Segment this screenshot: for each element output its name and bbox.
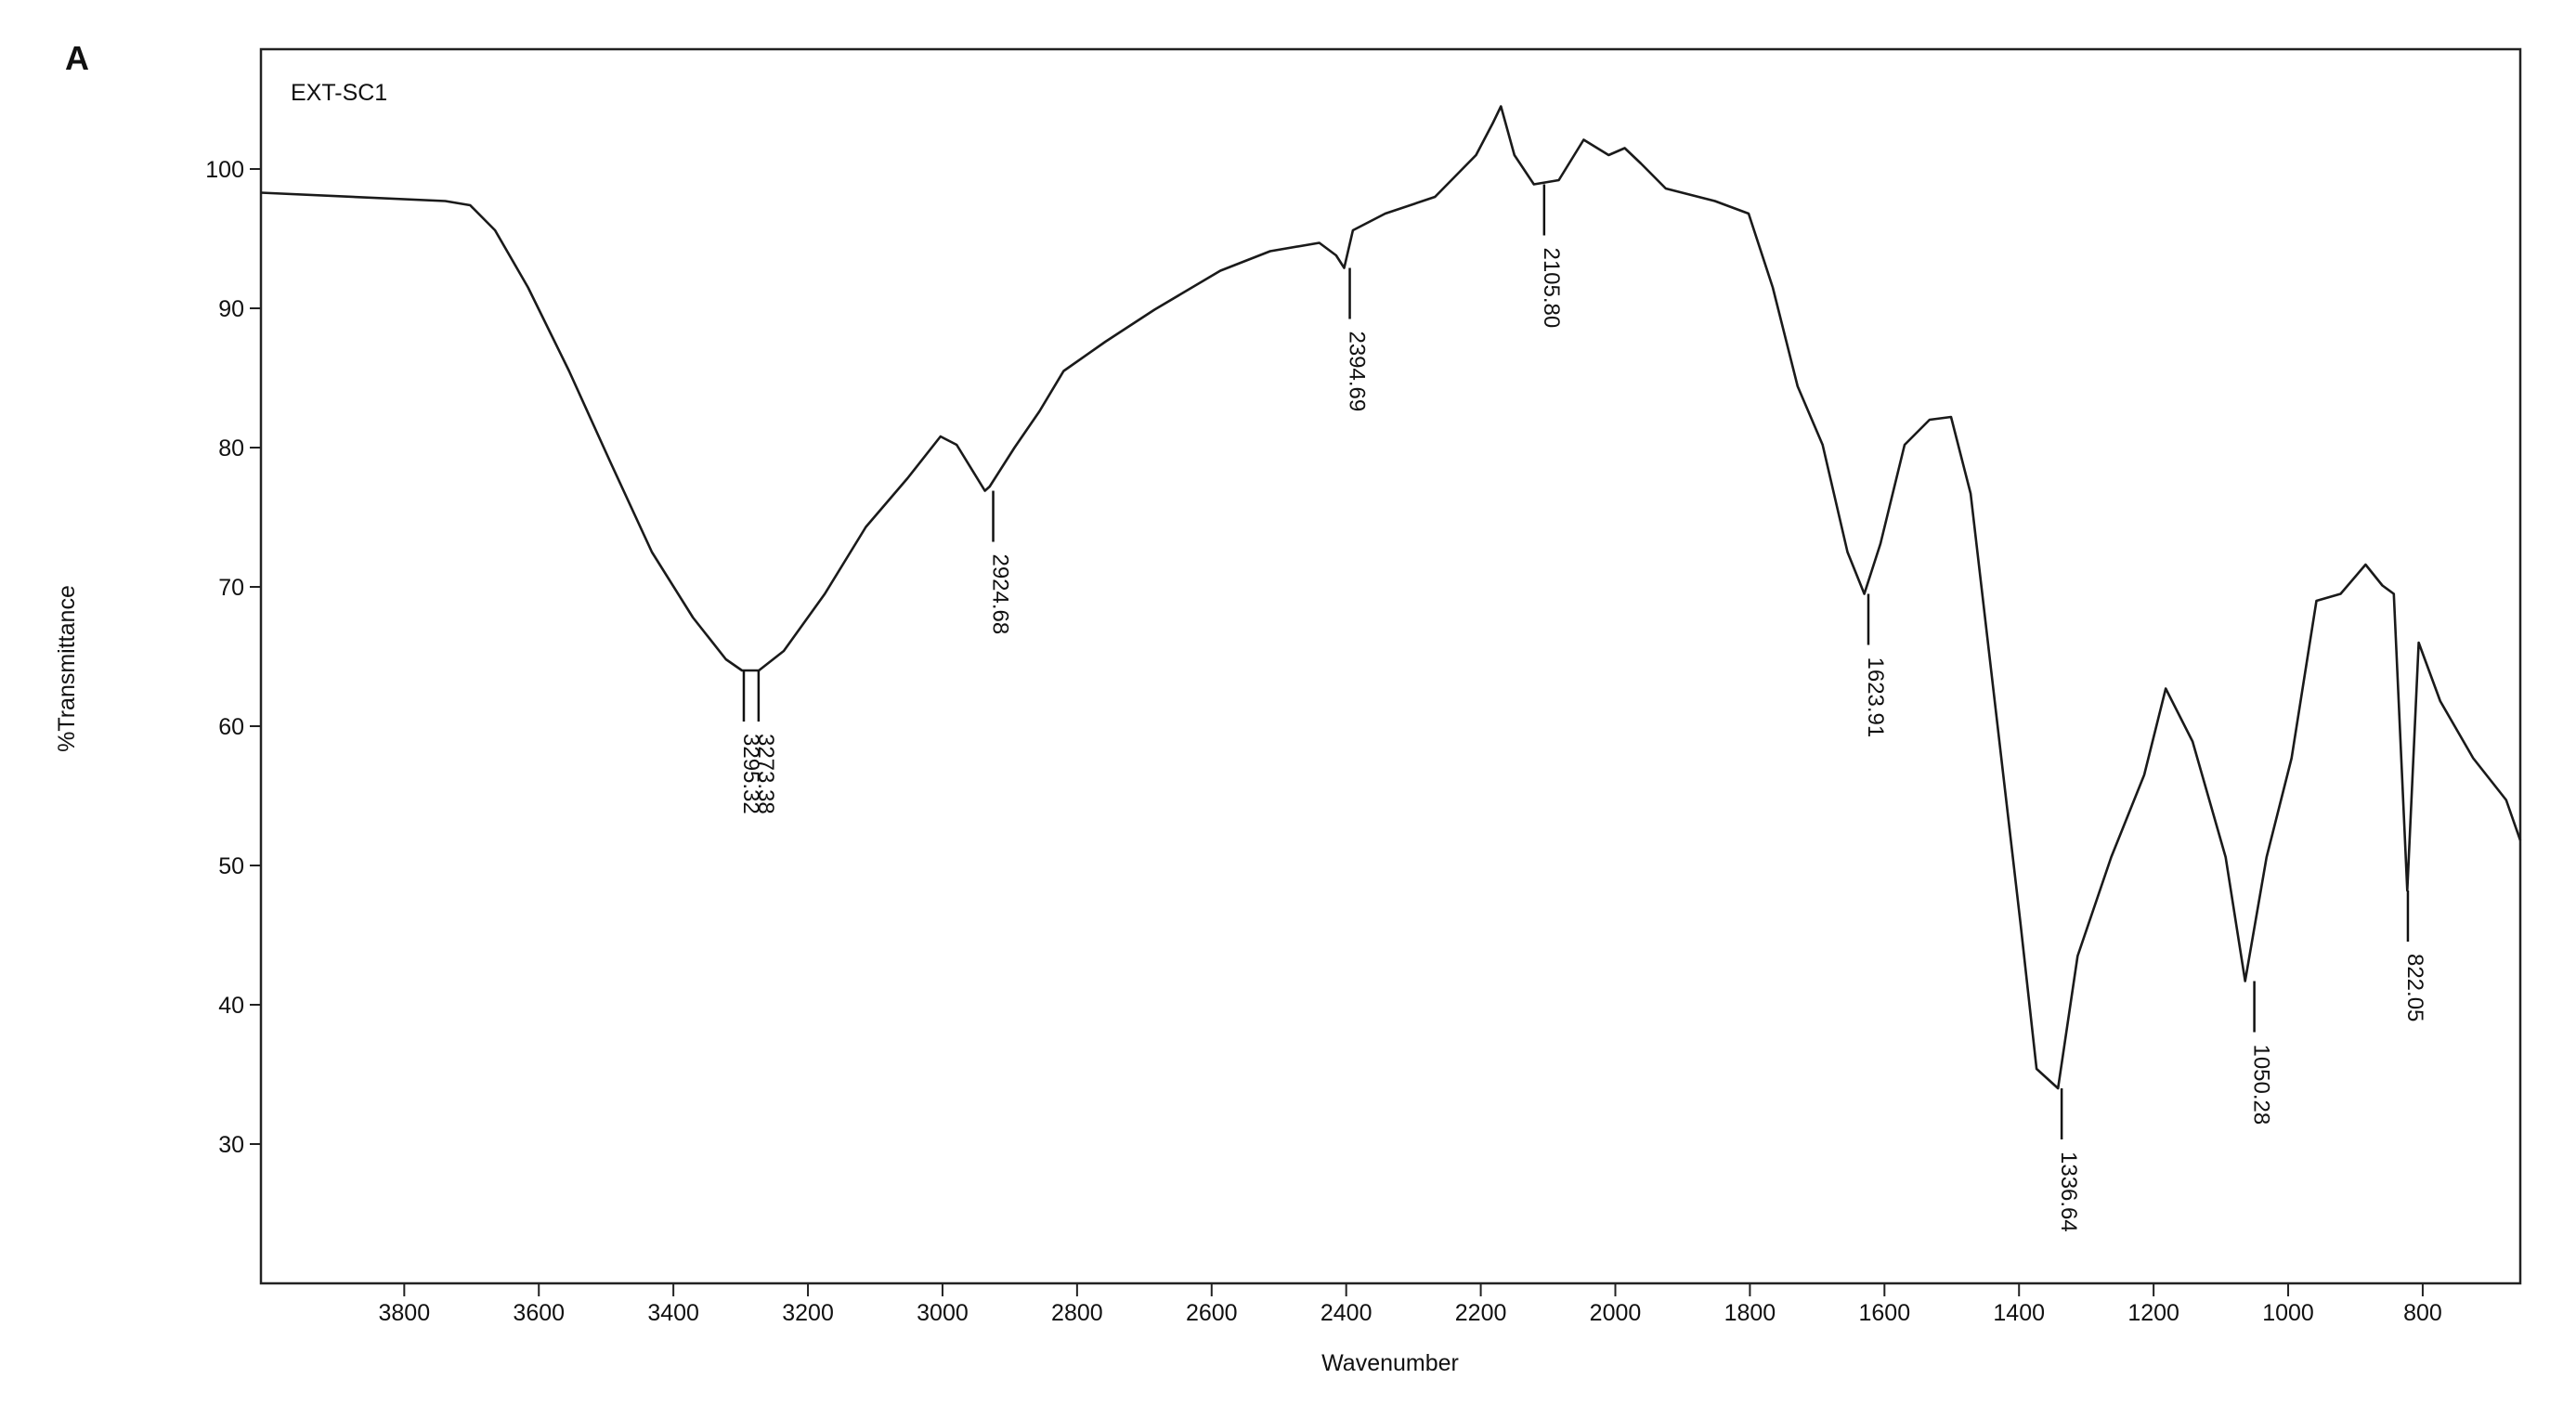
peak-label: 822.05 bbox=[2402, 954, 2427, 1021]
plot-frame bbox=[259, 47, 2522, 1285]
x-tick-label: 800 bbox=[2403, 1300, 2442, 1326]
x-tick-label: 3200 bbox=[782, 1300, 834, 1326]
x-tick-label: 2200 bbox=[1455, 1300, 1507, 1326]
x-axis-label: Wavenumber bbox=[1321, 1350, 1459, 1376]
y-tick-label: 80 bbox=[218, 436, 244, 462]
panel-label: A bbox=[65, 39, 89, 77]
x-tick-label: 2000 bbox=[1590, 1300, 1642, 1326]
peak-label: 2924.68 bbox=[988, 554, 1013, 635]
x-tick-label: 1400 bbox=[1993, 1300, 2045, 1326]
x-tick-label: 3000 bbox=[917, 1300, 969, 1326]
peak-label: 2105.80 bbox=[1539, 248, 1564, 329]
x-tick-label: 3400 bbox=[647, 1300, 699, 1326]
peak-label: 1050.28 bbox=[2249, 1045, 2274, 1125]
y-tick-label: 90 bbox=[218, 296, 244, 322]
y-tick-label: 100 bbox=[205, 157, 244, 183]
y-axis-label: %Transmittance bbox=[54, 585, 80, 752]
y-tick-label: 40 bbox=[218, 993, 244, 1019]
x-tick-label: 1200 bbox=[2127, 1300, 2179, 1326]
peak-label: 3273.38 bbox=[753, 734, 778, 814]
x-tick-label: 2800 bbox=[1051, 1300, 1103, 1326]
x-tick-label: 1000 bbox=[2262, 1300, 2314, 1326]
peak-label: 3295.32 bbox=[738, 734, 763, 814]
spectrum-line bbox=[260, 105, 2522, 1090]
y-tick-label: 60 bbox=[218, 714, 244, 740]
peak-label: 2394.69 bbox=[1345, 332, 1370, 412]
peak-label: 1336.64 bbox=[2056, 1151, 2081, 1232]
x-tick-label: 3800 bbox=[379, 1300, 431, 1326]
legend-text: EXT-SC1 bbox=[291, 80, 387, 106]
x-tick-label: 1600 bbox=[1858, 1300, 1910, 1326]
x-tick-label: 3600 bbox=[513, 1300, 565, 1326]
x-tick-label: 1800 bbox=[1724, 1300, 1776, 1326]
peak-label: 1623.91 bbox=[1863, 657, 1888, 738]
y-tick-label: 30 bbox=[218, 1132, 244, 1158]
y-tick-label: 70 bbox=[218, 575, 244, 601]
y-tick-label: 50 bbox=[218, 853, 244, 879]
x-tick-label: 2600 bbox=[1186, 1300, 1238, 1326]
x-tick-label: 2400 bbox=[1321, 1300, 1373, 1326]
